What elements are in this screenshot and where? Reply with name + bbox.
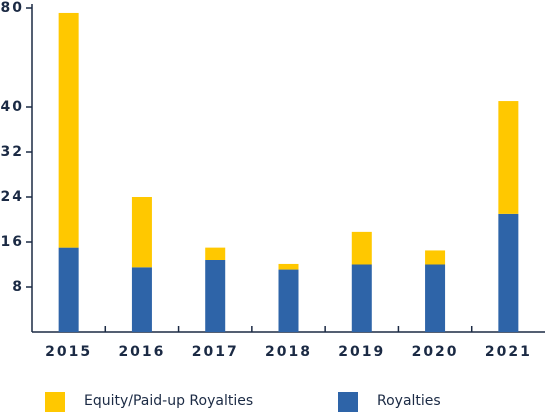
y-tick-label: 16 bbox=[1, 234, 24, 250]
bar-segment bbox=[278, 269, 299, 332]
bar-segment bbox=[58, 247, 79, 332]
bar-segment bbox=[425, 250, 446, 265]
x-tick-label: 2018 bbox=[265, 344, 312, 360]
bar-segment bbox=[278, 263, 299, 270]
y-tick-label: 32 bbox=[1, 144, 24, 160]
x-tick-label: 2020 bbox=[412, 344, 459, 360]
x-tick-label: 2021 bbox=[485, 344, 532, 360]
bar-segment bbox=[131, 197, 152, 268]
x-tick-label: 2019 bbox=[338, 344, 385, 360]
bar-segment bbox=[425, 264, 446, 332]
legend-swatch bbox=[338, 392, 358, 412]
legend-swatch bbox=[45, 392, 65, 412]
bar-segment bbox=[351, 264, 372, 332]
y-tick-label: 24 bbox=[1, 189, 24, 205]
bar-segment bbox=[131, 267, 152, 332]
legend-label: Royalties bbox=[377, 393, 441, 409]
bar-segment bbox=[58, 12, 79, 248]
y-tick-label: 40 bbox=[1, 99, 24, 115]
bar-segment bbox=[498, 101, 519, 214]
y-tick-label: 8 bbox=[12, 279, 24, 295]
bar-segment bbox=[205, 247, 226, 260]
y-tick-label: 80 bbox=[1, 0, 24, 16]
legend-label: Equity/Paid-up Royalties bbox=[84, 393, 253, 409]
x-tick-label: 2016 bbox=[118, 344, 165, 360]
x-tick-label: 2015 bbox=[45, 344, 92, 360]
bar-segment bbox=[205, 260, 226, 332]
bar-segment bbox=[351, 231, 372, 265]
x-tick-label: 2017 bbox=[192, 344, 239, 360]
bar-segment bbox=[498, 213, 519, 332]
